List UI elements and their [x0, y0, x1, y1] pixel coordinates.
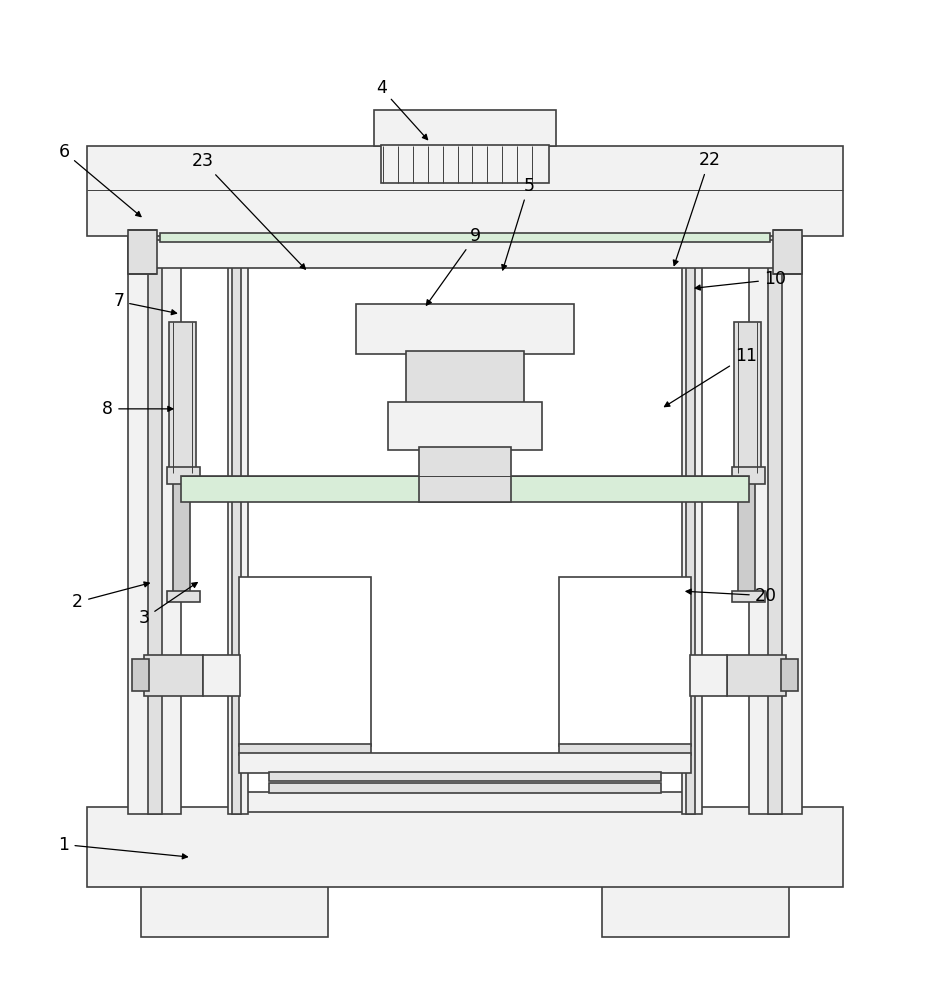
Bar — [405, 351, 525, 404]
Bar — [269, 772, 661, 781]
Bar — [773, 230, 803, 274]
Bar — [232, 792, 698, 812]
Bar — [355, 304, 575, 354]
Bar — [602, 885, 789, 937]
Bar — [559, 744, 691, 755]
Bar — [732, 591, 764, 602]
Bar — [559, 577, 691, 746]
Bar — [232, 231, 241, 814]
Bar — [388, 402, 542, 450]
Bar — [726, 655, 786, 696]
Bar — [141, 885, 328, 937]
Bar — [419, 447, 511, 502]
Bar — [204, 655, 240, 696]
Text: 10: 10 — [696, 270, 786, 290]
Text: 11: 11 — [665, 347, 757, 407]
Bar — [144, 655, 204, 696]
Text: 4: 4 — [376, 79, 428, 140]
Bar — [738, 470, 755, 596]
Text: 8: 8 — [102, 400, 173, 418]
Text: 22: 22 — [673, 151, 720, 265]
Bar — [148, 231, 163, 814]
Text: 2: 2 — [73, 582, 149, 611]
Bar — [269, 783, 661, 793]
Text: 9: 9 — [427, 227, 482, 305]
Bar — [167, 467, 200, 484]
Text: 3: 3 — [139, 583, 197, 627]
Bar — [173, 470, 190, 596]
Bar — [767, 231, 782, 814]
Bar — [180, 476, 750, 502]
Bar — [127, 231, 180, 814]
Bar — [239, 577, 371, 746]
Bar — [781, 659, 798, 691]
Bar — [239, 744, 371, 755]
Bar — [682, 231, 702, 814]
Text: 7: 7 — [113, 292, 177, 315]
Text: 1: 1 — [59, 836, 188, 859]
Bar — [160, 233, 770, 242]
Text: 5: 5 — [502, 177, 535, 270]
Bar — [690, 655, 726, 696]
Bar — [374, 110, 556, 146]
Bar — [169, 322, 196, 473]
Text: 6: 6 — [59, 143, 141, 217]
Bar — [132, 659, 149, 691]
Text: 23: 23 — [192, 152, 305, 269]
Bar — [685, 231, 695, 814]
Bar — [228, 231, 248, 814]
Bar — [381, 145, 549, 183]
Bar — [732, 467, 764, 484]
Bar — [127, 230, 157, 274]
Bar — [167, 591, 200, 602]
Bar — [750, 231, 803, 814]
Bar — [153, 240, 777, 268]
Text: 20: 20 — [686, 587, 777, 605]
Bar — [734, 322, 761, 473]
Bar — [86, 807, 844, 887]
Bar — [239, 753, 691, 773]
Bar — [86, 146, 844, 236]
